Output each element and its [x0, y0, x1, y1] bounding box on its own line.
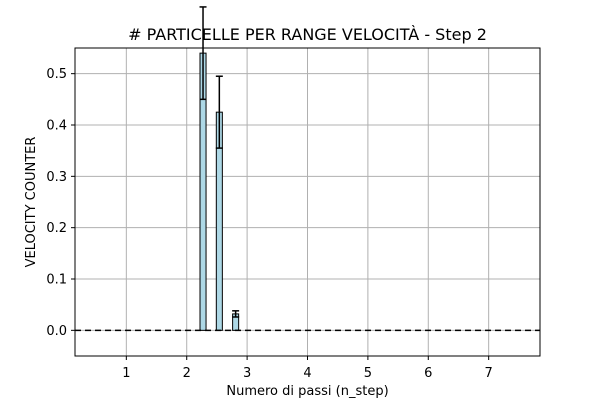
y-tick-label: 0.1: [46, 273, 67, 288]
y-tick-label: 0.0: [46, 324, 67, 339]
x-axis-title: Numero di passi (n_step): [226, 384, 388, 399]
chart-title: # PARTICELLE PER RANGE VELOCITÀ - Step 2: [128, 25, 487, 44]
y-axis-title: VELOCITY COUNTER: [24, 137, 39, 268]
x-tick-label: 1: [122, 366, 130, 381]
y-tick-label: 0.4: [46, 119, 67, 134]
grid: [75, 48, 540, 356]
y-tick-label: 0.3: [46, 170, 67, 185]
error-bars: [199, 6, 240, 318]
y-tick-label: 0.2: [46, 221, 67, 236]
y-ticks: 0.0 0.1 0.2 0.3 0.4 0.5: [46, 67, 75, 339]
x-ticks: 1 2 3 4 5 6 7: [122, 356, 493, 381]
x-tick-label: 2: [183, 366, 191, 381]
x-tick-label: 4: [303, 366, 311, 381]
y-tick-label: 0.5: [46, 67, 67, 82]
x-tick-label: 7: [485, 366, 493, 381]
x-tick-label: 6: [424, 366, 432, 381]
x-tick-label: 5: [364, 366, 372, 381]
x-tick-label: 3: [243, 366, 251, 381]
